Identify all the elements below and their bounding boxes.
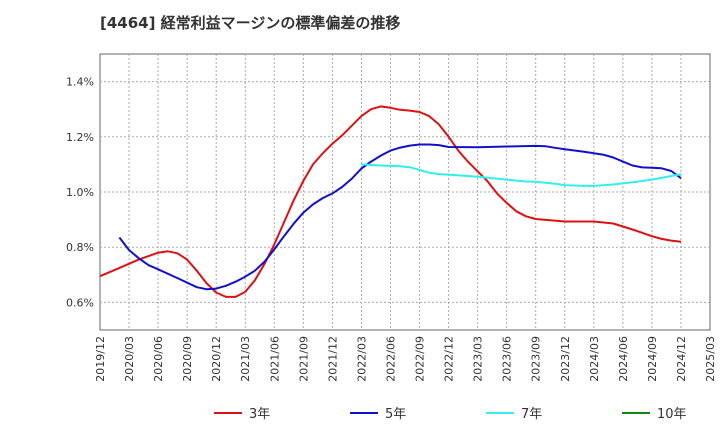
legend-label: 3年 <box>249 407 270 422</box>
y-tick-label: 1.2% <box>66 131 94 144</box>
x-tick-label: 2020/12 <box>210 336 223 382</box>
x-tick-label: 2021/12 <box>326 336 339 382</box>
chart-title: [4464] 経常利益マージンの標準偏差の推移 <box>100 14 401 32</box>
legend-label: 10年 <box>657 407 687 422</box>
x-tick-label: 2022/09 <box>414 336 427 382</box>
y-tick-label: 0.8% <box>66 241 94 254</box>
x-tick-label: 2020/06 <box>152 336 165 382</box>
x-tick-label: 2025/03 <box>704 336 717 382</box>
y-axis-ticks: 0.6% 0.8% 1.0% 1.2% 1.4% <box>66 76 94 310</box>
x-tick-label: 2021/03 <box>239 336 252 382</box>
x-tick-label: 2023/09 <box>530 336 543 382</box>
series-line-7年 <box>361 163 682 187</box>
y-tick-label: 1.4% <box>66 76 94 89</box>
x-tick-label: 2023/12 <box>559 336 572 382</box>
x-tick-label: 2023/06 <box>501 336 514 382</box>
x-tick-label: 2024/12 <box>675 336 688 382</box>
x-tick-label: 2021/09 <box>297 336 310 382</box>
legend: 3年 5年 7年 10年 <box>214 407 687 422</box>
x-tick-label: 2022/12 <box>443 336 456 382</box>
series-line-5年 <box>118 143 682 291</box>
x-tick-label: 2023/03 <box>472 336 485 382</box>
legend-label: 7年 <box>521 407 542 422</box>
legend-label: 5年 <box>385 407 406 422</box>
x-tick-label: 2024/09 <box>646 336 659 382</box>
x-tick-label: 2021/06 <box>268 336 281 382</box>
grid-lines <box>100 54 710 330</box>
series-line-3年 <box>99 105 682 298</box>
x-tick-label: 2020/09 <box>181 336 194 382</box>
series-lines <box>99 105 682 298</box>
x-tick-label: 2022/03 <box>355 336 368 382</box>
x-tick-label: 2020/03 <box>123 336 136 382</box>
y-tick-label: 1.0% <box>66 186 94 199</box>
x-tick-label: 2024/06 <box>617 336 630 382</box>
x-tick-label: 2019/12 <box>94 336 107 382</box>
x-tick-label: 2022/06 <box>384 336 397 382</box>
y-tick-label: 0.6% <box>66 296 94 309</box>
x-tick-label: 2024/03 <box>588 336 601 382</box>
x-axis-ticks: 2019/12 2020/03 2020/06 2020/09 2020/12 2021/… <box>94 336 717 382</box>
